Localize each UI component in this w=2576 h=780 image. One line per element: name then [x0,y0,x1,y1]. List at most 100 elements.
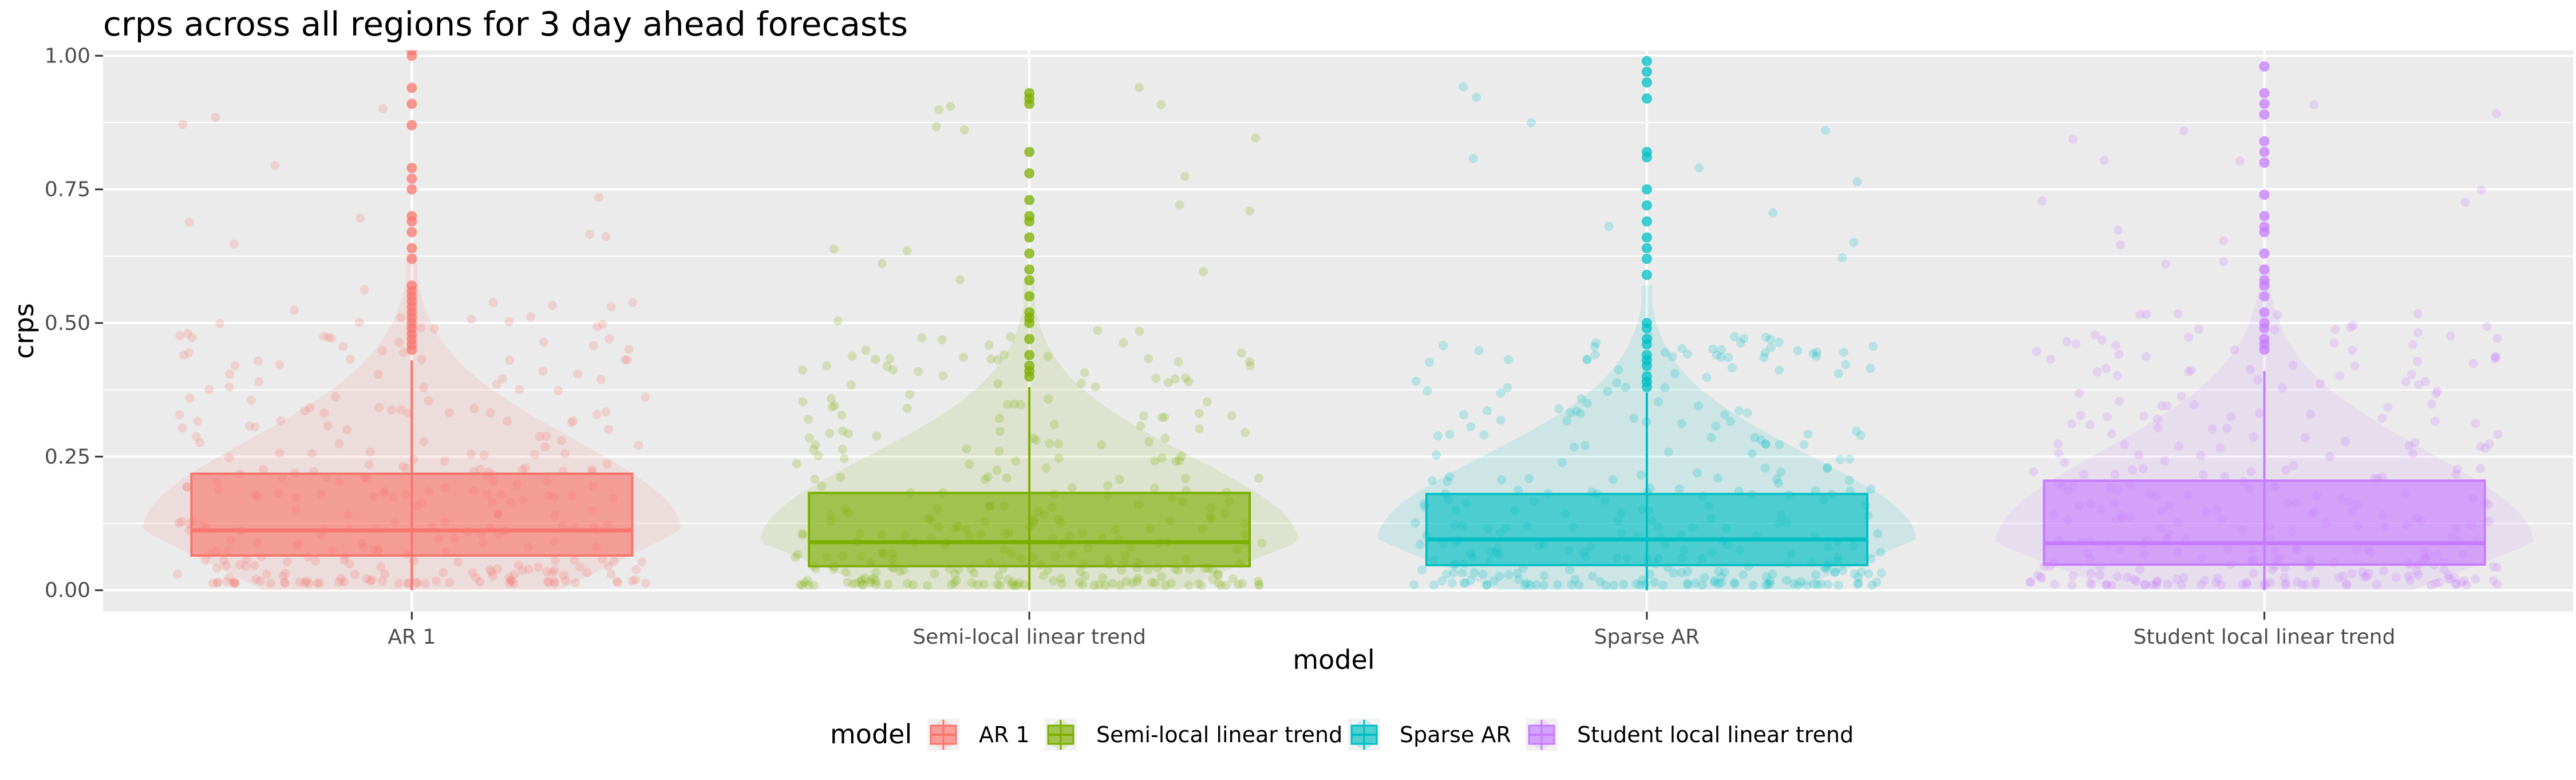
jitter-point [224,382,234,392]
jitter-point [1841,360,1851,369]
jitter-point [836,472,846,482]
jitter-point [1150,456,1160,466]
outlier-point [2259,136,2270,147]
jitter-point [2431,389,2441,399]
jitter-point [1768,569,1777,579]
outlier-point [1641,270,1652,280]
jitter-point [1222,581,1231,590]
jitter-point [254,377,264,387]
jitter-point [2281,578,2291,588]
jitter-point [1694,401,1703,411]
jitter-point [1727,363,1737,373]
jitter-point [1029,434,1038,443]
jitter-point [2270,325,2279,334]
jitter-point [1588,572,1598,581]
jitter-point [959,352,969,362]
jitter-point [493,564,503,574]
jitter-point [1115,475,1124,484]
jitter-point [2341,436,2350,446]
jitter-point [1143,565,1153,574]
jitter-point [2103,412,2112,421]
jitter-point [1739,334,1749,344]
jitter-point [409,455,418,464]
outlier-point [2259,318,2270,328]
jitter-point [2360,572,2369,582]
jitter-point [627,576,637,585]
jitter-point [1748,580,1758,590]
x-axis-title: model [1293,644,1374,675]
jitter-point [2067,419,2076,428]
jitter-point [1254,580,1264,589]
jitter-point [1734,406,1744,416]
jitter-point [1479,430,1489,440]
outlier-point [406,280,417,291]
jitter-point [262,569,271,579]
jitter-point [1714,566,1724,576]
jitter-point [1254,474,1264,483]
jitter-point [1558,458,1567,467]
outlier-point [1024,334,1035,344]
jitter-point [307,448,317,458]
outlier-point [406,243,417,254]
legend-entry-label: Semi-local linear trend [1096,722,1342,747]
jitter-point [923,581,933,590]
outlier-point [2259,109,2270,120]
jitter-point [1866,484,1876,494]
jitter-point [2235,156,2245,166]
jitter-point [2152,414,2162,424]
jitter-point [182,482,192,491]
jitter-point [847,380,856,390]
jitter-point [1147,577,1157,587]
jitter-point [2408,449,2417,458]
jitter-point [2281,465,2291,475]
jitter-point [1802,580,1812,590]
jitter-point [946,101,955,111]
jitter-point [1254,581,1264,590]
y-tick-label: 0.75 [45,178,90,202]
jitter-point [1864,569,1874,578]
jitter-point [2413,309,2423,319]
jitter-point [1590,350,1600,360]
jitter-point [222,561,231,570]
jitter-point [1789,579,1799,589]
jitter-point [444,408,454,417]
x-axis: AR 1 Semi-local linear trend Sparse AR Stud… [388,612,2395,649]
jitter-point [1604,222,1614,231]
jitter-point [2217,580,2226,590]
jitter-point [2101,364,2111,373]
jitter-point [2346,322,2356,332]
jitter-point [805,433,814,443]
jitter-point [1427,476,1437,486]
outlier-point [1024,88,1035,99]
y-tick-label: 0.50 [45,312,90,335]
jitter-point [2484,439,2494,448]
jitter-point [505,576,515,585]
jitter-point [224,573,234,582]
jitter-point [1429,580,1439,590]
jitter-point [1614,365,1623,375]
outlier-layer [406,50,2270,392]
outlier-point [2259,99,2270,109]
outlier-point [406,120,417,131]
jitter-point [350,570,359,580]
jitter-point [1251,133,1261,143]
jitter-point [2079,470,2089,479]
jitter-point [476,464,485,474]
jitter-point [2142,352,2151,361]
jitter-point [1056,573,1066,583]
jitter-point [899,565,908,575]
jitter-point [2405,575,2415,585]
jitter-point [2412,566,2422,576]
jitter-point [895,566,904,576]
outlier-point [1641,93,1652,104]
jitter-point [1821,126,1830,136]
jitter-point [1445,472,1455,482]
jitter-point [1136,421,1145,431]
box-2 [1425,493,1868,566]
jitter-point [1093,326,1103,336]
jitter-point [1234,580,1243,589]
jitter-point [1202,397,1212,407]
jitter-point [1793,346,1803,356]
jitter-point [319,408,329,418]
